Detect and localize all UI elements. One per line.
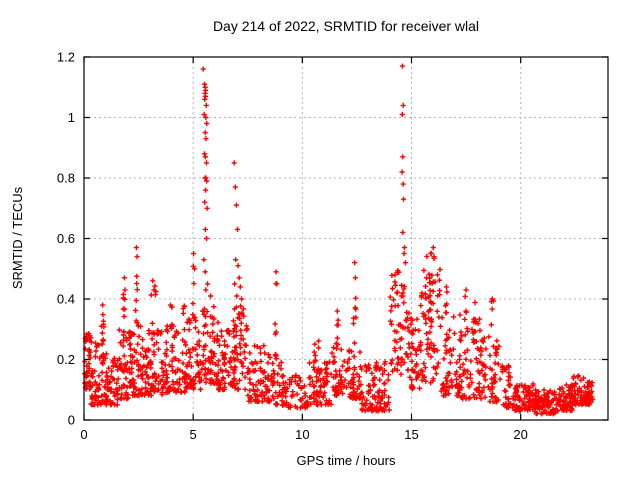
scatter-points (82, 63, 596, 417)
y-tick-label: 0 (68, 413, 75, 428)
y-axis-label: SRMTID / TECUs (10, 186, 25, 289)
x-tick-label: 0 (80, 427, 87, 442)
x-tick-label: 20 (513, 427, 527, 442)
x-tick-label: 5 (190, 427, 197, 442)
y-tick-label: 0.8 (57, 171, 75, 186)
x-tick-label: 10 (295, 427, 309, 442)
grid-lines (84, 57, 608, 420)
tick-labels: 0 5 10 15 20 0 0.2 0.4 0.6 0.8 1 1.2 (57, 50, 528, 443)
y-tick-label: 1 (68, 110, 75, 125)
y-tick-label: 0.4 (57, 292, 75, 307)
chart-title: Day 214 of 2022, SRMTID for receiver wla… (213, 18, 479, 34)
y-tick-label: 0.2 (57, 352, 75, 367)
y-tick-label: 1.2 (57, 50, 75, 65)
y-tick-label: 0.6 (57, 231, 75, 246)
plot-frame (83, 56, 609, 421)
x-tick-label: 15 (404, 427, 418, 442)
x-axis-label: GPS time / hours (297, 453, 396, 468)
